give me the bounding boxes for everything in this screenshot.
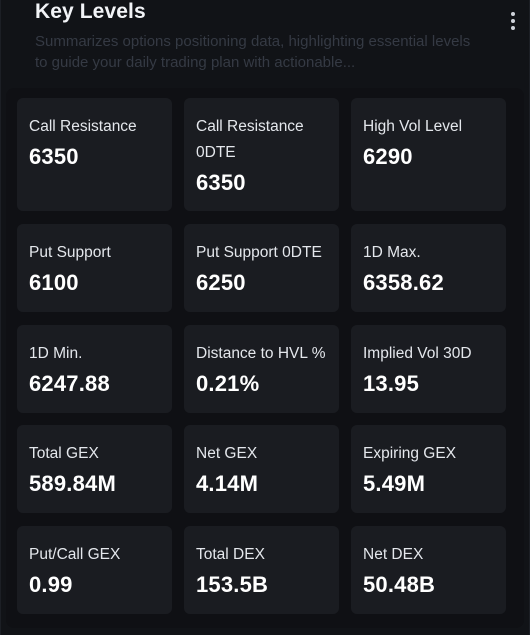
level-card-call-resistance[interactable]: Call Resistance 6350	[17, 98, 172, 211]
level-value: 5.49M	[363, 471, 426, 496]
level-card-put-call-gex[interactable]: Put/Call GEX 0.99	[17, 526, 172, 614]
menu-dot	[511, 19, 515, 23]
level-label: Implied Vol 30D	[363, 345, 472, 362]
level-value: 6100	[29, 270, 79, 295]
level-value: 0.99	[29, 572, 73, 597]
level-label: Call Resistance	[29, 118, 137, 135]
more-vertical-icon[interactable]	[505, 8, 521, 34]
level-card-distance-to-hvl[interactable]: Distance to HVL % 0.21%	[184, 325, 339, 413]
level-card-put-support[interactable]: Put Support 6100	[17, 224, 172, 312]
level-value: 6250	[196, 270, 246, 295]
level-label: Net DEX	[363, 546, 424, 563]
level-card-implied-vol-30d[interactable]: Implied Vol 30D 13.95	[351, 325, 506, 413]
level-card-high-vol-level[interactable]: High Vol Level 6290	[351, 98, 506, 211]
panel-header: Key Levels Summarizes options positionin…	[1, 0, 529, 88]
levels-grid: Call Resistance 6350 Call Resistance 0DT…	[6, 88, 524, 628]
panel-subtitle: Summarizes options positioning data, hig…	[35, 33, 471, 71]
level-card-net-gex[interactable]: Net GEX 4.14M	[184, 425, 339, 513]
level-label: Distance to HVL %	[196, 345, 326, 362]
level-label: Expiring GEX	[363, 445, 457, 462]
level-card-net-dex[interactable]: Net DEX 50.48B	[351, 526, 506, 614]
level-card-call-resistance-0dte[interactable]: Call Resistance 0DTE 6350	[184, 98, 339, 211]
level-label: 1D Max.	[363, 244, 421, 261]
level-label: Net GEX	[196, 445, 258, 462]
level-value: 50.48B	[363, 572, 436, 597]
panel-title: Key Levels	[35, 0, 146, 23]
level-label: Put/Call GEX	[29, 546, 121, 563]
level-card-put-support-0dte[interactable]: Put Support 0DTE 6250	[184, 224, 339, 312]
level-card-1d-max[interactable]: 1D Max. 6358.62	[351, 224, 506, 312]
level-label: Put Support 0DTE	[196, 244, 322, 261]
level-value: 6350	[196, 170, 246, 195]
menu-dot	[511, 12, 515, 16]
level-label: Put Support	[29, 244, 111, 261]
level-label: 1D Min.	[29, 345, 83, 362]
level-value: 6350	[29, 144, 79, 169]
level-value: 6358.62	[363, 270, 444, 295]
level-card-expiring-gex[interactable]: Expiring GEX 5.49M	[351, 425, 506, 513]
level-value: 153.5B	[196, 572, 269, 597]
level-value: 0.21%	[196, 371, 260, 396]
level-value: 13.95	[363, 371, 420, 396]
level-value: 6247.88	[29, 371, 110, 396]
level-label: Total DEX	[196, 546, 265, 563]
level-card-total-gex[interactable]: Total GEX 589.84M	[17, 425, 172, 513]
level-value: 589.84M	[29, 471, 117, 496]
level-value: 4.14M	[196, 471, 259, 496]
level-label: Total GEX	[29, 445, 99, 462]
level-value: 6290	[363, 144, 413, 169]
level-label: High Vol Level	[363, 118, 463, 135]
level-card-total-dex[interactable]: Total DEX 153.5B	[184, 526, 339, 614]
menu-dot	[511, 26, 515, 30]
level-card-1d-min[interactable]: 1D Min. 6247.88	[17, 325, 172, 413]
level-label: Call Resistance 0DTE	[196, 118, 304, 161]
